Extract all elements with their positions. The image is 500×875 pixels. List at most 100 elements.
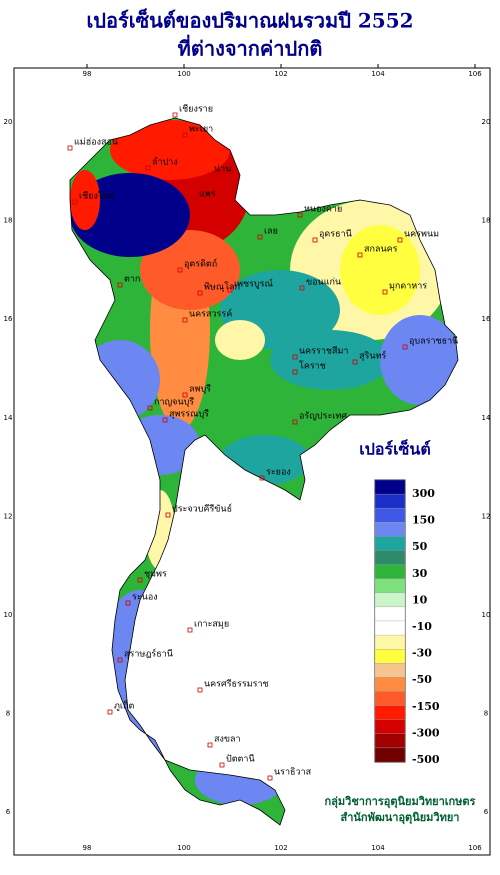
city-label: สุพรรณบุรี [169, 409, 209, 420]
city-marker [182, 317, 188, 323]
city-marker [397, 237, 403, 243]
city-label: นครพนม [404, 230, 439, 240]
city-label: ระยอง [266, 468, 291, 478]
legend-label: 30 [412, 567, 428, 580]
city-label: เพชรบูรณ์ [234, 278, 273, 290]
legend-swatch [374, 479, 406, 495]
city-marker [382, 289, 388, 295]
city-marker [187, 627, 193, 633]
lat-label: 18 [4, 217, 13, 225]
city-marker [357, 252, 363, 258]
lon-label: 98 [83, 70, 92, 78]
city-label: ลพบุรี [189, 384, 211, 395]
lat-label: 12 [482, 512, 491, 520]
legend-swatch [374, 663, 406, 678]
city-label: สุรินทร์ [359, 350, 386, 362]
legend-label: 50 [412, 540, 428, 553]
legend-swatch [374, 677, 406, 692]
city-marker [177, 267, 183, 273]
lat-label: 6 [6, 808, 11, 816]
legend-label: -300 [412, 726, 440, 739]
city-label: นครสวรรค์ [189, 308, 232, 320]
lat-label: 20 [482, 118, 491, 126]
legend-swatch [374, 649, 406, 664]
legend-label: -50 [412, 673, 432, 686]
city-label: นครราชสีมา [299, 346, 348, 357]
city-marker [192, 197, 198, 203]
title: เปอร์เซ็นต์ของปริมาณฝนรวมปี 2552 [86, 8, 413, 33]
city-label: พะเยา [189, 125, 213, 135]
legend-swatch [374, 747, 406, 763]
city-label: นครศรีธรรมราช [204, 679, 269, 690]
lat-label: 6 [484, 808, 489, 816]
city-label: เชียงใหม่ [79, 191, 114, 202]
lat-label: 16 [482, 315, 491, 323]
legend-label: 150 [412, 514, 435, 527]
city-marker [257, 234, 263, 240]
city-marker [312, 237, 318, 243]
city-label: เลย [264, 227, 278, 237]
lon-label: 104 [371, 844, 385, 852]
lat-label: 10 [482, 611, 491, 619]
city-label: หนองคาย [304, 205, 342, 215]
legend-swatch [374, 620, 406, 636]
city-label: ตาก [124, 275, 140, 285]
credit: กลุ่มวิชาการอุตุนิยมวิทยาเกษตร [325, 795, 476, 809]
city-label: อุบลราชธานี [409, 336, 458, 347]
legend-swatch [374, 733, 406, 749]
city-label: กาญจนบุรี [154, 397, 194, 408]
city-marker [292, 369, 298, 375]
lon-label: 102 [274, 70, 287, 78]
city-marker [165, 512, 171, 518]
legend-swatch [374, 564, 406, 579]
city-marker [125, 600, 131, 606]
city-marker [402, 344, 408, 350]
city-marker [259, 475, 265, 481]
city-label: โคราช [299, 361, 326, 372]
city-label: สกลนคร [364, 245, 398, 255]
legend-swatch [374, 550, 406, 565]
city-label: เชียงราย [179, 104, 213, 115]
city-label: อรัญประเทศ [299, 412, 347, 422]
city-marker [227, 287, 233, 293]
city-label: สุราษฎร์ธานี [124, 648, 173, 660]
city-marker [207, 742, 213, 748]
city-label: พิษณุโลก [204, 282, 240, 293]
lon-label: 104 [371, 70, 385, 78]
map-frame [13, 67, 491, 856]
city-label: แพร่ [199, 190, 216, 200]
lon-label: 106 [468, 844, 482, 852]
city-label: ภูเก็ต [114, 699, 134, 712]
legend-label: -30 [412, 647, 432, 660]
city-marker [72, 199, 78, 205]
lat-label: 14 [482, 414, 491, 422]
legend-swatch [374, 606, 406, 622]
city-label: ลำปาง [152, 157, 178, 168]
city-marker [162, 417, 168, 423]
city-label: นราธิวาส [274, 767, 312, 778]
city-label: ประจวบคีรีขันธ์ [172, 503, 232, 515]
city-label: สงขลา [214, 735, 241, 745]
city-label: เกาะสมุย [194, 620, 229, 630]
city-marker [292, 354, 298, 360]
city-marker [172, 112, 178, 118]
city-marker [267, 775, 273, 781]
legend-label: 10 [412, 593, 428, 606]
lon-label: 102 [274, 844, 287, 852]
legend-label: 300 [412, 487, 435, 500]
credit: สำนักพัฒนาอุตุนิยมวิทยา [341, 811, 460, 825]
city-marker [67, 145, 73, 151]
city-marker [297, 212, 303, 218]
legend-swatch [374, 719, 406, 734]
city-label: มุกดาหาร [389, 282, 427, 292]
legend-swatch [374, 691, 406, 706]
city-marker [145, 165, 151, 171]
subtitle: ที่ต่างจากค่าปกติ [178, 34, 323, 61]
city-marker [352, 359, 358, 365]
city-label: น่าน [214, 165, 231, 175]
lon-label: 100 [177, 844, 190, 852]
city-marker [197, 290, 203, 296]
city-label: อุดรธานี [319, 229, 352, 240]
legend-swatch [374, 705, 406, 720]
city-label: อุตรดิตถ์ [184, 258, 217, 270]
